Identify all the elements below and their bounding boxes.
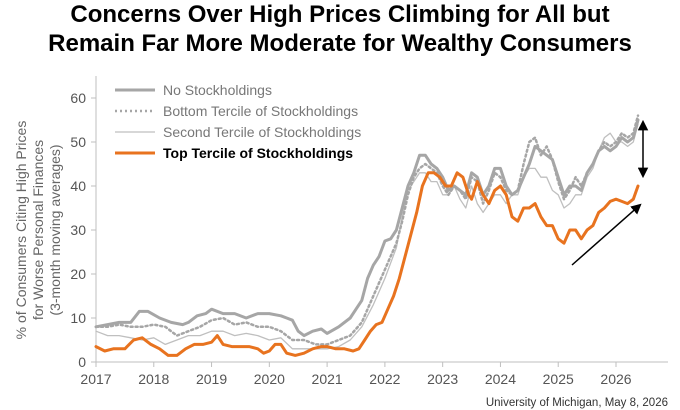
x-tick-label: 2021 [312, 371, 343, 387]
x-tick-label: 2020 [254, 371, 285, 387]
y-tick-label: 0 [78, 354, 86, 370]
series-line-top [94, 171, 640, 357]
y-axis-label-line-1: % of Consumers Citing High Prices [13, 121, 29, 340]
x-tick-label: 2019 [196, 371, 227, 387]
annotations [571, 119, 649, 266]
chart-title-line-1: Concerns Over High Prices Climbing for A… [70, 1, 609, 28]
y-axis-label-line-3: (3-month moving averages) [47, 144, 63, 315]
y-tick-label: 20 [70, 266, 86, 282]
x-tick-label: 2024 [485, 371, 516, 387]
legend-label-top-tercile: Top Tercile of Stockholdings [163, 145, 353, 161]
y-tick-label: 40 [70, 178, 86, 194]
y-tick-label: 60 [70, 90, 86, 106]
x-tick-label: 2025 [543, 371, 574, 387]
legend-label-no-stockholdings: No Stockholdings [163, 82, 272, 98]
legend: No Stockholdings Bottom Tercile of Stock… [115, 82, 361, 161]
y-tick-label: 30 [70, 222, 86, 238]
chart-title-line-2: Remain Far More Moderate for Wealthy Con… [48, 30, 632, 57]
x-tick-label: 2017 [80, 371, 111, 387]
source-note: University of Michigan, May 8, 2026 [486, 397, 668, 409]
x-tick-label: 2022 [369, 371, 400, 387]
y-tick-label: 50 [70, 134, 86, 150]
x-tick-label: 2026 [600, 371, 631, 387]
series-line-bottom [94, 114, 640, 346]
x-tick-label: 2018 [138, 371, 169, 387]
y-axis-label-line-2: for Worse Personal Finances [30, 140, 46, 320]
series-line-second [95, 123, 639, 350]
y-axis-label: % of Consumers Citing High Prices for Wo… [13, 121, 63, 340]
trend-arrow [571, 203, 642, 266]
series-line-no [94, 118, 640, 338]
y-tick-label: 10 [70, 310, 86, 326]
legend-label-second-tercile: Second Tercile of Stockholdings [163, 124, 361, 140]
legend-label-bottom-tercile: Bottom Tercile of Stockholdings [163, 103, 358, 119]
series-layer [94, 114, 640, 357]
x-tick-label: 2023 [427, 371, 458, 387]
axes: 0 10 20 30 40 50 60 2017 2018 2019 2020 2021 2022 202… [70, 76, 668, 387]
